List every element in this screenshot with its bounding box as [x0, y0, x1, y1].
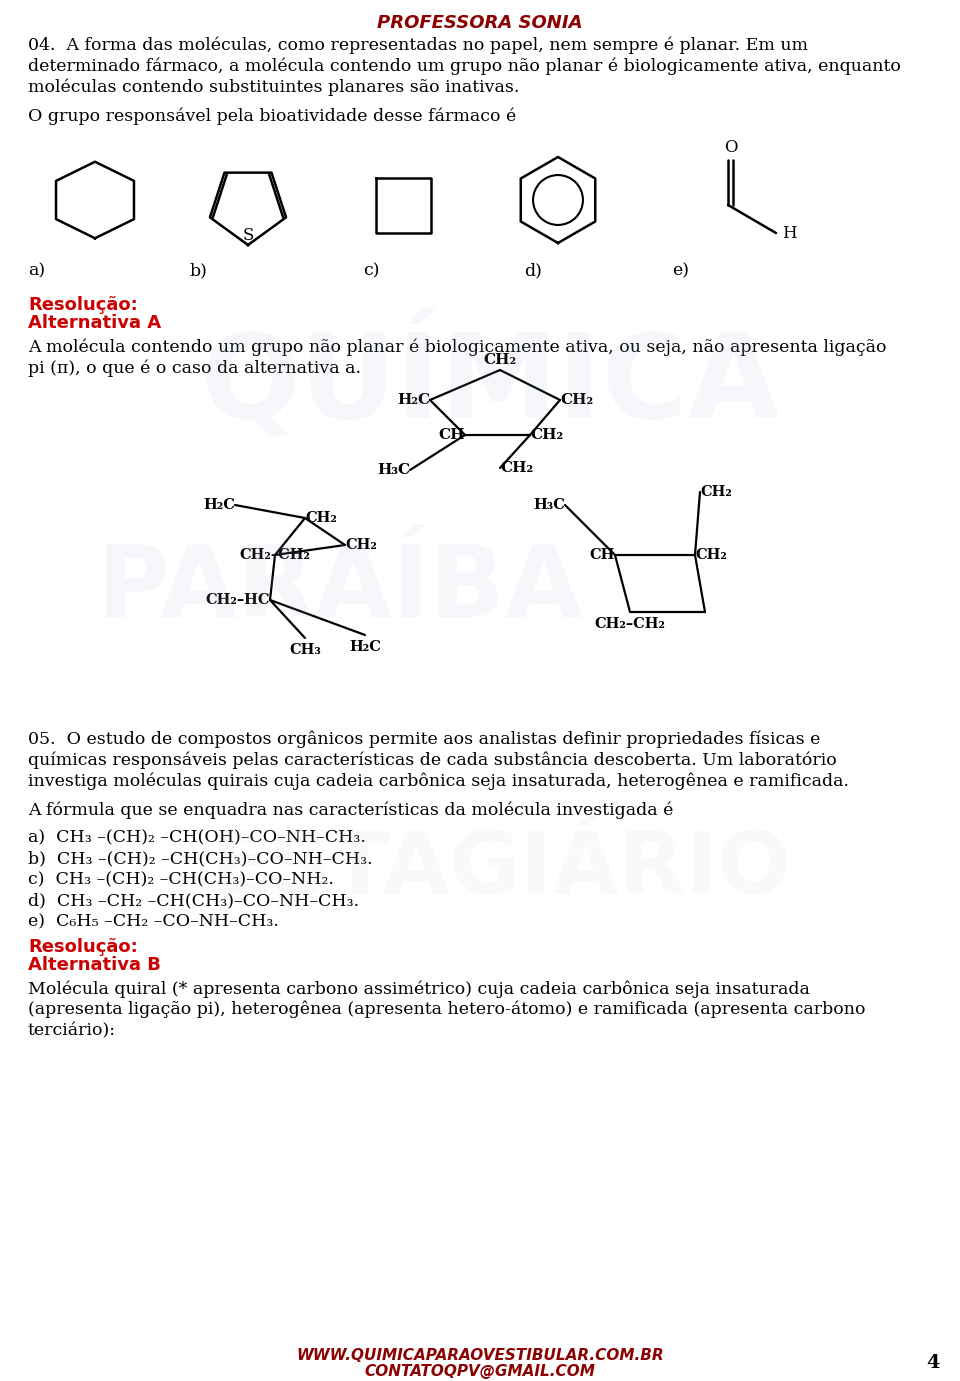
Text: CH₃: CH₃ — [289, 644, 321, 657]
Text: H₃C: H₃C — [533, 499, 565, 512]
Text: Alternativa A: Alternativa A — [28, 313, 161, 331]
Text: A fórmula que se enquadra nas características da molécula investigada é: A fórmula que se enquadra nas caracterís… — [28, 801, 673, 819]
Text: Resolução:: Resolução: — [28, 938, 137, 956]
Text: QUÍMICA: QUÍMICA — [201, 316, 780, 443]
Text: a)  CH₃ –(CH)₂ –CH(OH)–CO–NH–CH₃.: a) CH₃ –(CH)₂ –CH(OH)–CO–NH–CH₃. — [28, 829, 366, 847]
Text: CH₂: CH₂ — [500, 461, 533, 475]
Text: d)  CH₃ –CH₂ –CH(CH₃)–CO–NH–CH₃.: d) CH₃ –CH₂ –CH(CH₃)–CO–NH–CH₃. — [28, 892, 359, 909]
Text: (apresenta ligação pi), heterogênea (apresenta hetero-átomo) e ramificada (apres: (apresenta ligação pi), heterogênea (apr… — [28, 1001, 866, 1019]
Text: b)  CH₃ –(CH)₂ –CH(CH₃)–CO–NH–CH₃.: b) CH₃ –(CH)₂ –CH(CH₃)–CO–NH–CH₃. — [28, 849, 372, 867]
Text: H₂C: H₂C — [349, 639, 381, 655]
Text: CH₂: CH₂ — [695, 548, 727, 562]
Text: H₃C: H₃C — [377, 463, 410, 476]
Text: PARAÍBA: PARAÍBA — [97, 541, 583, 638]
Text: S: S — [242, 226, 253, 244]
Text: e): e) — [672, 262, 689, 279]
Text: Alternativa B: Alternativa B — [28, 956, 161, 974]
Text: determinado fármaco, a molécula contendo um grupo não planar é biologicamente at: determinado fármaco, a molécula contendo… — [28, 57, 900, 75]
Text: CH₂: CH₂ — [305, 511, 337, 525]
Text: químicas responsáveis pelas características de cada substância descoberta. Um la: químicas responsáveis pelas característi… — [28, 751, 837, 768]
Text: CH: CH — [589, 548, 615, 562]
Text: O: O — [724, 139, 737, 156]
Text: CH₂–HC: CH₂–HC — [205, 592, 270, 608]
Text: A molécula contendo um grupo não planar é biologicamente ativa, ou seja, não apr: A molécula contendo um grupo não planar … — [28, 338, 886, 355]
Text: H: H — [782, 225, 797, 242]
Text: 05.  O estudo de compostos orgânicos permite aos analistas definir propriedades : 05. O estudo de compostos orgânicos perm… — [28, 731, 821, 747]
Text: CH₂–CH₂: CH₂–CH₂ — [594, 617, 665, 631]
Text: H₂C: H₂C — [396, 394, 430, 407]
Text: c)  CH₃ –(CH)₂ –CH(CH₃)–CO–NH₂.: c) CH₃ –(CH)₂ –CH(CH₃)–CO–NH₂. — [28, 871, 334, 888]
Text: Molécula quiral (* apresenta carbono assimétrico) cuja cadeia carbônica seja ins: Molécula quiral (* apresenta carbono ass… — [28, 981, 810, 997]
Text: CH₂–CH₂: CH₂–CH₂ — [239, 548, 310, 562]
Text: CH₂: CH₂ — [530, 428, 564, 442]
Text: c): c) — [363, 262, 379, 279]
Text: d): d) — [524, 262, 541, 279]
Text: CONTATOQPV@GMAIL.COM: CONTATOQPV@GMAIL.COM — [365, 1364, 595, 1380]
Text: terciário):: terciário): — [28, 1022, 116, 1039]
Text: Resolução:: Resolução: — [28, 296, 137, 313]
Text: e)  C₆H₅ –CH₂ –CO–NH–CH₃.: e) C₆H₅ –CH₂ –CO–NH–CH₃. — [28, 913, 278, 929]
Text: 04.  A forma das moléculas, como representadas no papel, nem sempre é planar. Em: 04. A forma das moléculas, como represen… — [28, 36, 808, 54]
Text: a): a) — [28, 262, 45, 279]
Text: CH₂: CH₂ — [345, 539, 377, 552]
Text: moléculas contendo substituintes planares são inativas.: moléculas contendo substituintes planare… — [28, 77, 519, 95]
Text: 4: 4 — [926, 1353, 940, 1371]
Text: CH₂: CH₂ — [560, 394, 593, 407]
Text: pi (π), o que é o caso da alternativa a.: pi (π), o que é o caso da alternativa a. — [28, 359, 361, 377]
Text: investiga moléculas quirais cuja cadeia carbônica seja insaturada, heterogênea e: investiga moléculas quirais cuja cadeia … — [28, 772, 849, 790]
Text: ESTAGIÁRIO: ESTAGIÁRIO — [209, 829, 790, 911]
Text: b): b) — [190, 262, 208, 279]
Text: WWW.QUIMICAPARAOVESTIBULAR.COM.BR: WWW.QUIMICAPARAOVESTIBULAR.COM.BR — [297, 1348, 663, 1363]
Text: CH: CH — [439, 428, 465, 442]
Text: CH₂: CH₂ — [484, 354, 516, 367]
Text: PROFESSORA SONIA: PROFESSORA SONIA — [377, 14, 583, 32]
Text: CH₂: CH₂ — [700, 485, 732, 499]
Text: O grupo responsável pela bioatividade desse fármaco é: O grupo responsável pela bioatividade de… — [28, 106, 516, 124]
Text: H₂C: H₂C — [204, 499, 235, 512]
